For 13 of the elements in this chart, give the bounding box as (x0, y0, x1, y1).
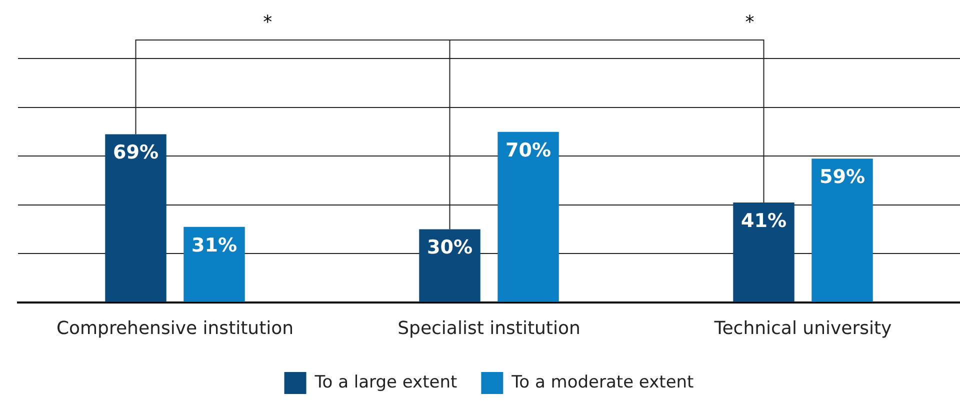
x-tick-label: Specialist institution (398, 318, 580, 339)
data-label: 70% (506, 139, 551, 162)
data-label: 69% (113, 142, 158, 164)
data-label: 31% (192, 234, 237, 256)
x-tick-label: Technical university (713, 318, 892, 339)
x-tick-label: Comprehensive institution (56, 318, 294, 339)
legend-label: To a large extent (314, 372, 458, 392)
text: * (263, 12, 272, 33)
legend-label: To a moderate extent (510, 372, 694, 392)
text: * (745, 12, 754, 33)
data-label: 30% (427, 236, 472, 259)
data-label: 41% (741, 210, 786, 232)
data-label: 59% (820, 166, 865, 188)
